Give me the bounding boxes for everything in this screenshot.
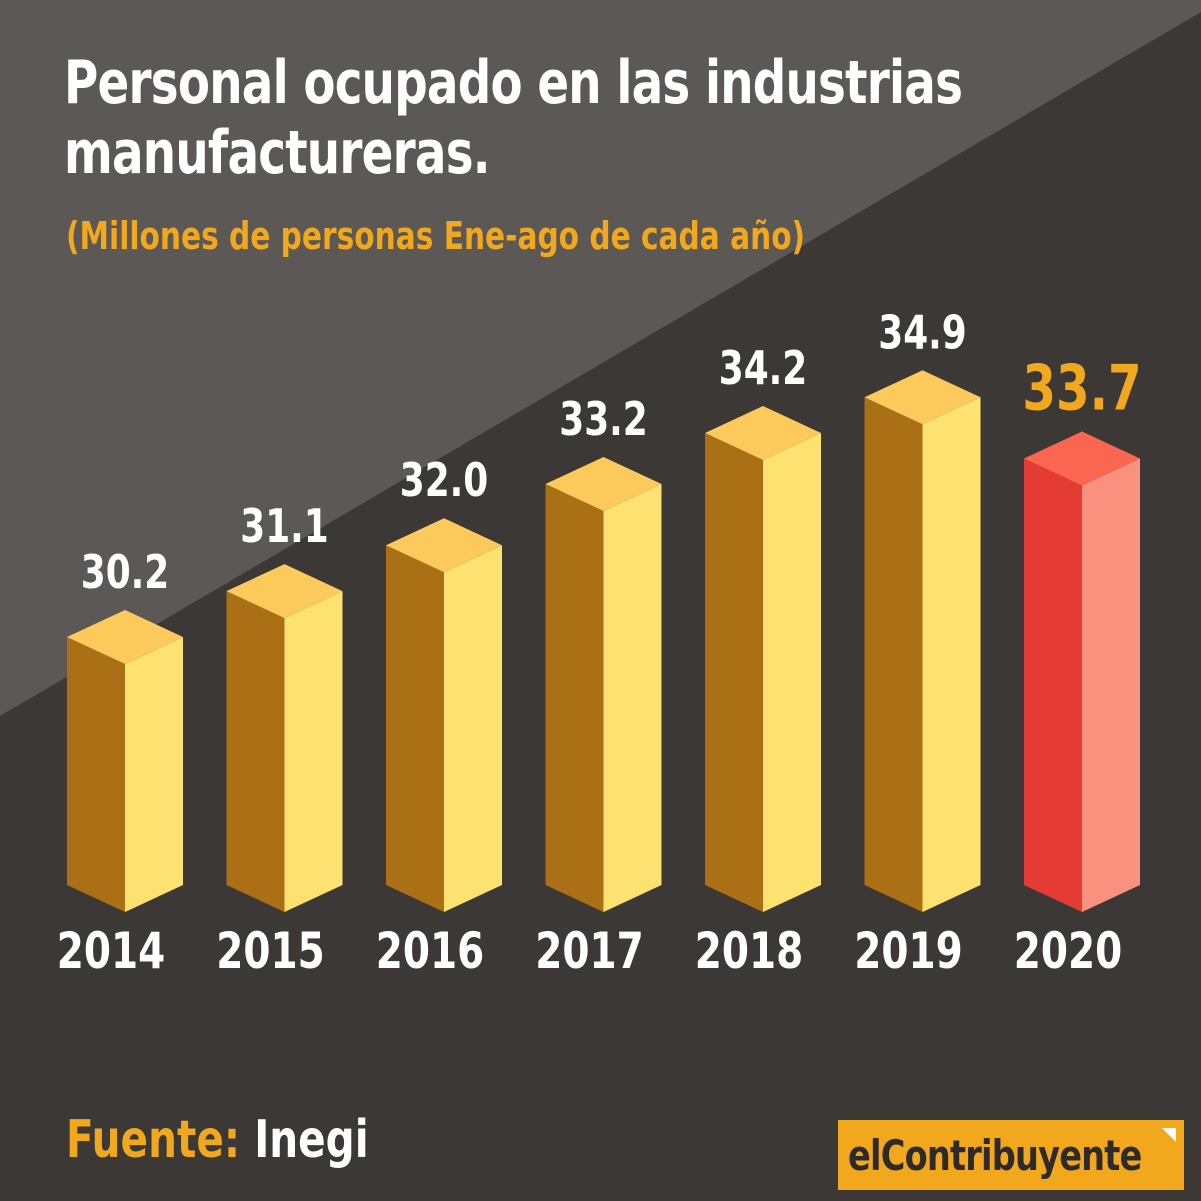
year-labels-group: 2014 2015 2016 2017 2018 2019 2020 [57, 921, 1123, 980]
bar-front-face [545, 484, 604, 912]
value-label-2016: 32.0 [400, 454, 489, 508]
bar-top-face [864, 370, 981, 425]
bar-2019 [864, 370, 981, 912]
bar-side-face [922, 397, 981, 912]
bar-top-face [1024, 431, 1140, 486]
bar-2014 [67, 610, 183, 912]
logo-corner-mark [1162, 1128, 1176, 1142]
value-label-2020: 33.7 [1022, 353, 1141, 425]
value-label-2019: 34.9 [878, 306, 967, 360]
bar-2018 [705, 406, 821, 912]
bar-side-face [284, 591, 343, 912]
value-label-2014: 30.2 [81, 546, 170, 600]
year-label-2014: 2014 [57, 921, 166, 980]
background-light-panel [0, 0, 1201, 716]
source-note: Fuente: Inegi [66, 1108, 369, 1172]
year-label-2016: 2016 [376, 921, 485, 980]
source-value: Inegi [254, 1110, 369, 1170]
year-label-2019: 2019 [854, 921, 963, 980]
bar-side-face [603, 484, 662, 912]
value-labels-group: 30.2 31.1 32.0 33.2 34.2 34.9 33.7 [81, 306, 1142, 599]
bar-top-face [67, 610, 183, 664]
year-label-2018: 2018 [695, 921, 804, 980]
bar-front-face [705, 433, 763, 912]
brand-logo: elContribuyente [838, 1120, 1184, 1190]
bar-side-face [1082, 458, 1140, 912]
value-label-2015: 31.1 [240, 500, 329, 554]
value-label-2018: 34.2 [719, 342, 808, 396]
bar-front-face [386, 545, 444, 912]
bar-top-face [545, 457, 662, 511]
bar-top-face [386, 518, 502, 573]
source-label: Fuente: [66, 1110, 241, 1170]
chart-subtitle: (Millones de personas Ene-ago de cada añ… [66, 214, 806, 258]
bar-side-face [444, 545, 502, 912]
bar-front-face [226, 591, 285, 912]
bar-2016 [386, 518, 502, 912]
bar-2020 [1024, 431, 1140, 912]
bar-top-face [226, 564, 343, 619]
bar-side-face [763, 433, 821, 912]
bar-side-face [125, 637, 183, 912]
bar-2017 [545, 457, 662, 912]
bar-front-face [1024, 458, 1082, 912]
value-label-2017: 33.2 [559, 393, 648, 447]
bar-top-face [705, 406, 821, 460]
bar-front-face [864, 397, 923, 912]
year-label-2015: 2015 [216, 921, 325, 980]
chart-title-line-2: manufactureras. [64, 118, 491, 188]
year-label-2020: 2020 [1014, 921, 1123, 980]
brand-logo-text: elContribuyente [848, 1130, 1142, 1180]
year-label-2017: 2017 [535, 921, 644, 980]
chart-title-line-1: Personal ocupado en las industrias [64, 48, 963, 118]
chart-title: Personal ocupado en las industrias manuf… [64, 48, 963, 188]
bar-front-face [67, 637, 125, 912]
bar-2015 [226, 564, 343, 912]
bars-group [67, 370, 1140, 912]
